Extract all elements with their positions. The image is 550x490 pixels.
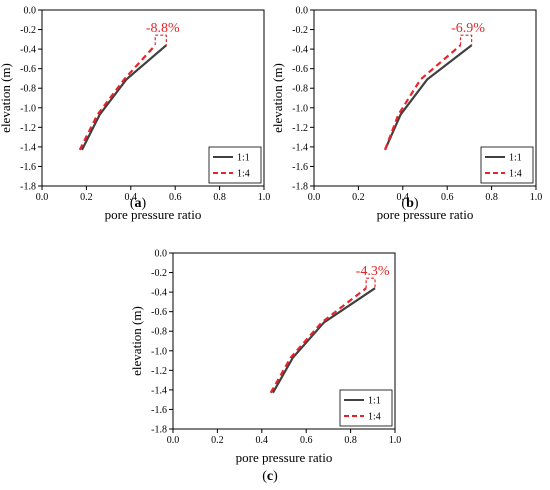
y-axis-label: elevation (m) <box>270 63 285 133</box>
x-tick-label: 1.0 <box>258 192 271 203</box>
y-tick-label: -0.8 <box>151 327 167 338</box>
x-tick-label: 0.6 <box>441 192 454 203</box>
y-tick-label: -0.2 <box>151 268 167 279</box>
annotation-label: -6.9% <box>451 21 485 36</box>
series-line-1-1 <box>80 44 168 151</box>
panel-a: 0.0 0.2 0.4 0.6 0.8 1.0 0.0 -0.2 -0.4 -0.6 -0.8 -1.… <box>0 6 270 223</box>
y-tick-label: -0.4 <box>20 45 36 56</box>
x-tick-label: 1.0 <box>389 435 402 446</box>
legend-label-1-1: 1:1 <box>509 153 522 164</box>
y-tick-label: 0.0 <box>24 6 37 17</box>
x-axis-label: pore pressure ratio <box>236 450 333 465</box>
annotation-bracket <box>154 34 167 46</box>
y-tick-label: -1.2 <box>292 123 308 134</box>
panel-label: (a) <box>130 196 147 211</box>
y-tick-label: -1.2 <box>20 123 36 134</box>
y-tick-label: -1.0 <box>20 103 36 114</box>
y-axis-label: elevation (m) <box>129 306 144 376</box>
x-tick-label: 0.2 <box>211 435 224 446</box>
x-tick-label: 0.0 <box>167 435 180 446</box>
y-tick-label: -1.6 <box>20 162 36 173</box>
x-tick-label: 0.0 <box>36 192 49 203</box>
y-axis-label: elevation (m) <box>0 63 13 133</box>
y-tick-label: -0.2 <box>20 25 36 36</box>
panel-b: 0.0 0.2 0.4 0.6 0.8 1.0 0.0 -0.2 -0.4 -0.6 -0.8 -1.… <box>270 6 542 223</box>
y-tick-label: 0.0 <box>155 249 168 260</box>
legend-box <box>339 389 393 427</box>
plot-frame <box>41 9 265 187</box>
annotation-label: -4.3% <box>356 264 390 279</box>
x-tick-label: 0.8 <box>344 435 357 446</box>
legend-box <box>208 146 262 184</box>
x-axis-label: pore pressure ratio <box>105 207 202 222</box>
legend-label-1-1: 1:1 <box>368 396 381 407</box>
y-tick-label: -1.8 <box>20 182 36 193</box>
y-tick-label: -0.6 <box>20 64 36 75</box>
series-line-1-4 <box>269 287 367 394</box>
x-tick-label: 0.4 <box>397 192 410 203</box>
x-tick-label: 0.0 <box>308 192 321 203</box>
legend-label-1-1: 1:1 <box>237 153 250 164</box>
annotation-bracket <box>459 34 473 46</box>
panel-label: (c) <box>262 469 278 484</box>
legend-label-1-4: 1:4 <box>509 169 522 180</box>
x-tick-label: 0.4 <box>125 192 138 203</box>
series-line-1-1 <box>271 287 376 394</box>
x-tick-label: 0.8 <box>213 192 226 203</box>
annotation-label: -8.8% <box>146 21 180 36</box>
series-line-1-4 <box>384 44 462 151</box>
y-tick-label: -0.4 <box>151 288 167 299</box>
y-tick-label: -1.0 <box>151 346 167 357</box>
y-tick-label: -0.4 <box>292 45 308 56</box>
y-tick-label: -0.6 <box>151 307 167 318</box>
x-tick-label: 0.8 <box>485 192 498 203</box>
y-tick-label: -1.6 <box>151 405 167 416</box>
x-axis-label: pore pressure ratio <box>377 207 474 222</box>
y-tick-label: -1.0 <box>292 103 308 114</box>
y-tick-label: -1.8 <box>292 182 308 193</box>
y-tick-label: -0.8 <box>292 84 308 95</box>
y-tick-label: -1.8 <box>151 425 167 436</box>
y-tick-label: -0.8 <box>20 84 36 95</box>
series-line-1-4 <box>78 44 157 151</box>
y-tick-label: -1.4 <box>151 385 167 396</box>
y-tick-label: -1.2 <box>151 366 167 377</box>
panel-label: (b) <box>401 196 418 211</box>
series-line-1-1 <box>384 44 473 151</box>
y-tick-label: 0.0 <box>296 6 309 17</box>
y-tick-label: -0.2 <box>292 25 308 36</box>
annotation-bracket <box>365 277 376 289</box>
x-tick-label: 0.6 <box>300 435 313 446</box>
panel-c: 0.0 0.2 0.4 0.6 0.8 1.0 0.0 -0.2 -0.4 -0.6 -0.8 -1.… <box>129 249 401 485</box>
legend-label-1-4: 1:4 <box>368 412 381 423</box>
y-tick-label: -0.6 <box>292 64 308 75</box>
y-tick-label: -1.4 <box>20 142 36 153</box>
x-tick-label: 0.4 <box>256 435 269 446</box>
x-tick-label: 0.2 <box>80 192 93 203</box>
y-tick-label: -1.6 <box>292 162 308 173</box>
y-tick-label: -1.4 <box>292 142 308 153</box>
legend-label-1-4: 1:4 <box>237 169 250 180</box>
x-tick-label: 1.0 <box>530 192 543 203</box>
x-tick-label: 0.6 <box>169 192 182 203</box>
plot-frame <box>313 9 537 187</box>
x-tick-label: 0.2 <box>352 192 365 203</box>
plot-frame <box>172 252 396 430</box>
legend-box <box>480 146 534 184</box>
